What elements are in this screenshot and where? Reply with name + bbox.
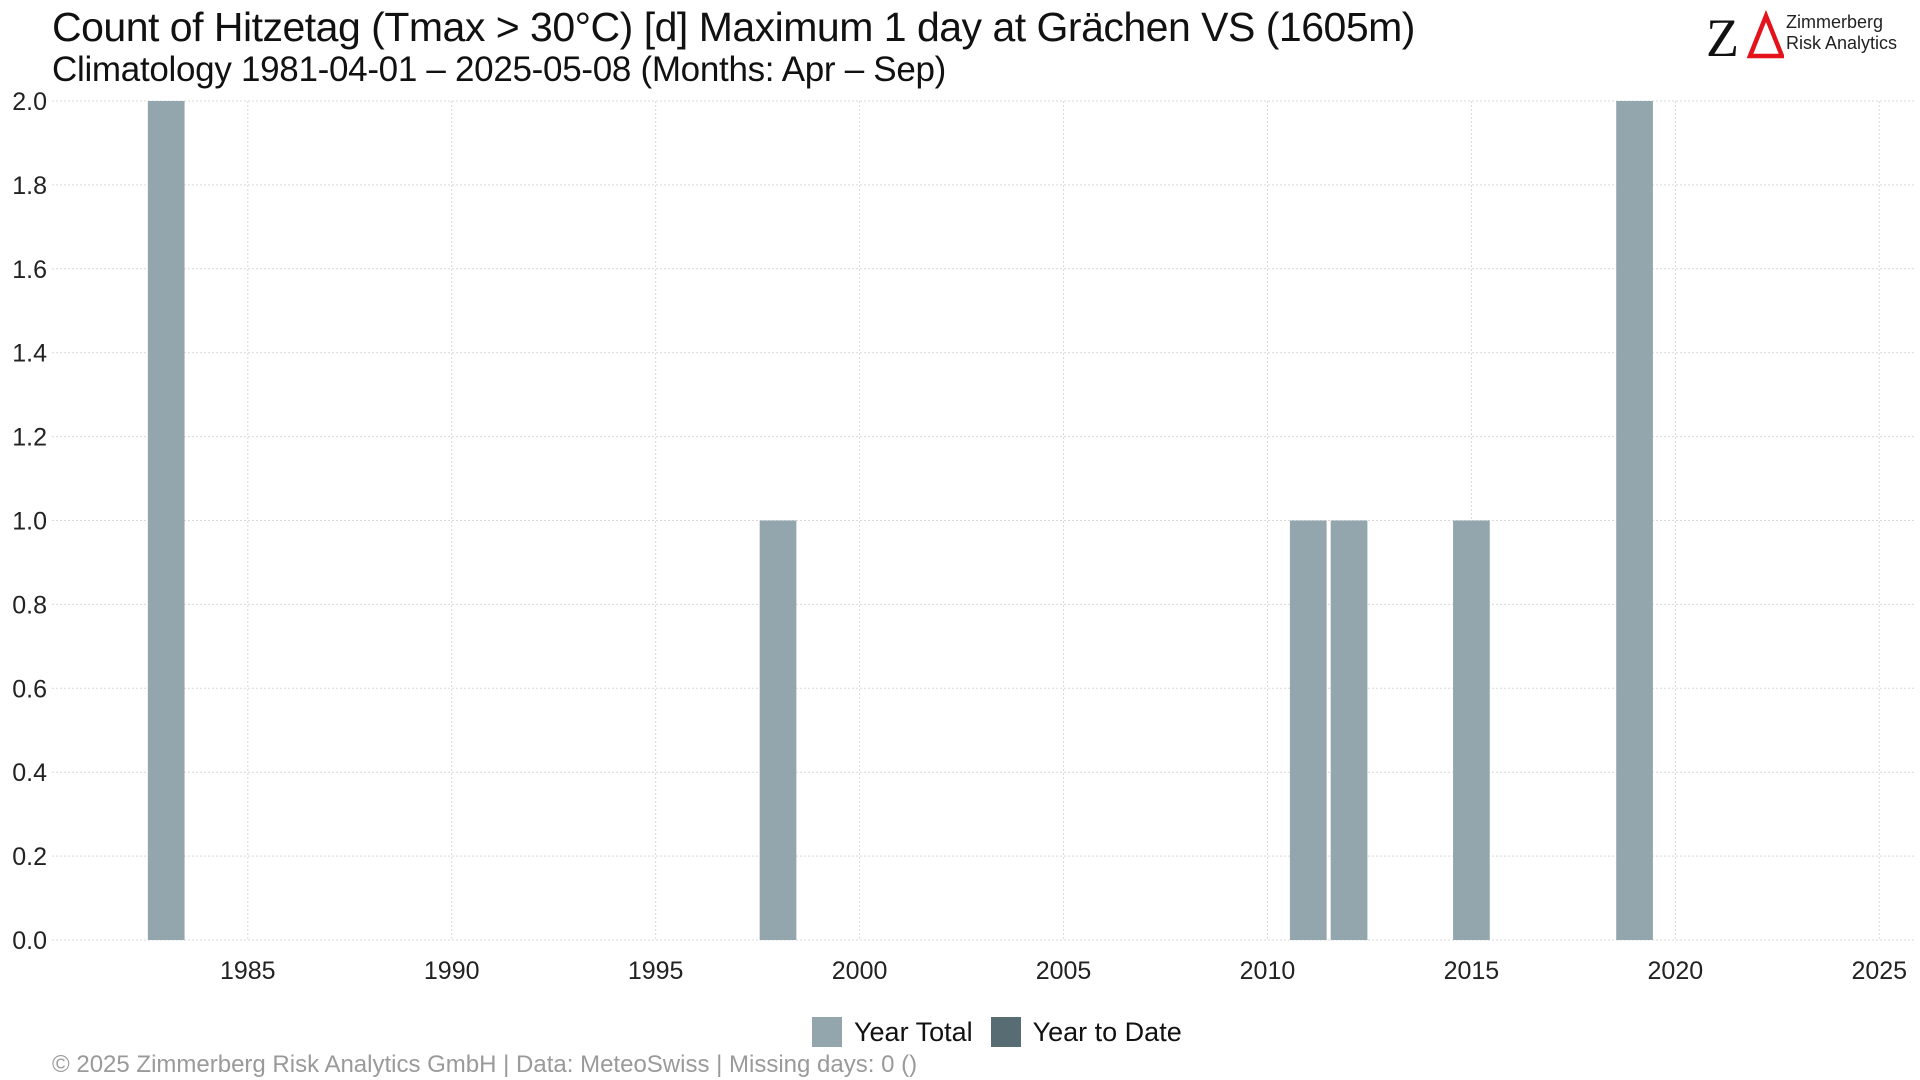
y-tick-label: 1.8 — [12, 172, 47, 200]
logo-text: Zimmerberg Risk Analytics — [1786, 12, 1897, 54]
y-tick-label: 1.4 — [12, 340, 47, 368]
x-tick-label: 2000 — [832, 957, 888, 985]
x-tick-label: 2005 — [1036, 957, 1092, 985]
x-tick-label: 2020 — [1648, 957, 1704, 985]
bars — [147, 101, 1653, 941]
x-tick-label: 1985 — [220, 957, 276, 985]
logo-line-2: Risk Analytics — [1786, 33, 1898, 53]
y-axis-tick-labels: 0.0 0.2 0.4 0.6 0.8 1.0 1.2 1.4 1.6 1.8 2.0 — [12, 88, 47, 955]
x-tick-label: 1990 — [424, 957, 480, 985]
copyright-footer: © 2025 Zimmerberg Risk Analytics GmbH | … — [52, 1051, 918, 1078]
bar-year-total-2019[interactable] — [1616, 101, 1653, 940]
legend-item-year-to-date[interactable]: Year to Date — [990, 1016, 1182, 1048]
legend-swatch-year-to-date — [990, 1017, 1021, 1047]
svg-text:Z: Z — [1706, 10, 1739, 62]
y-tick-label: 0.8 — [12, 591, 47, 619]
bar-year-total-1983[interactable] — [147, 101, 185, 940]
x-tick-label: 1995 — [628, 957, 684, 985]
x-tick-label: 2025 — [1851, 957, 1907, 985]
y-tick-label: 2.0 — [12, 88, 47, 116]
bar-chart: 0.00.20.40.60.81.01.21.41.61.82.0 1985 19… — [12, 88, 1916, 985]
chart-subtitle: Climatology 1981-04-01 – 2025-05-08 (Mon… — [52, 50, 947, 89]
y-tick-label: 0.4 — [12, 759, 47, 787]
logo-line-1: Zimmerberg — [1786, 12, 1884, 32]
legend-swatch-year-total — [812, 1017, 842, 1047]
bar-year-total-2012[interactable] — [1330, 520, 1368, 941]
company-logo: Z Zimmerberg Risk Analytics — [1706, 10, 1906, 62]
legend-item-year-total[interactable]: Year Total — [812, 1017, 973, 1048]
chart-legend: Year Total Year to Date — [812, 1016, 1200, 1048]
bar-year-total-2011[interactable] — [1289, 520, 1327, 941]
x-axis-tick-labels: 1985 1990 1995 2000 2005 2010 2015 2020 2025 — [220, 957, 1907, 985]
grid-lines — [52, 100, 1916, 941]
x-tick-label: 2010 — [1240, 957, 1296, 985]
za-logo-icon: Z — [1706, 10, 1784, 62]
bar-year-total-2015[interactable] — [1453, 520, 1490, 941]
chart-title: Count of Hitzetag (Tmax > 30°C) [d] Maxi… — [52, 4, 1415, 50]
y-tick-label: 0.6 — [12, 675, 47, 703]
y-tick-label: 1.2 — [12, 424, 47, 452]
y-tick-label: 0.2 — [12, 843, 47, 871]
x-tick-label: 2015 — [1444, 957, 1500, 985]
y-tick-label: 0.0 — [12, 927, 47, 955]
y-tick-label: 1.6 — [12, 256, 47, 284]
legend-label-year-total: Year Total — [854, 1016, 973, 1047]
y-tick-label: 1.0 — [12, 508, 47, 536]
legend-label-year-to-date: Year to Date — [1032, 1016, 1182, 1047]
bar-year-total-1998[interactable] — [759, 520, 797, 941]
